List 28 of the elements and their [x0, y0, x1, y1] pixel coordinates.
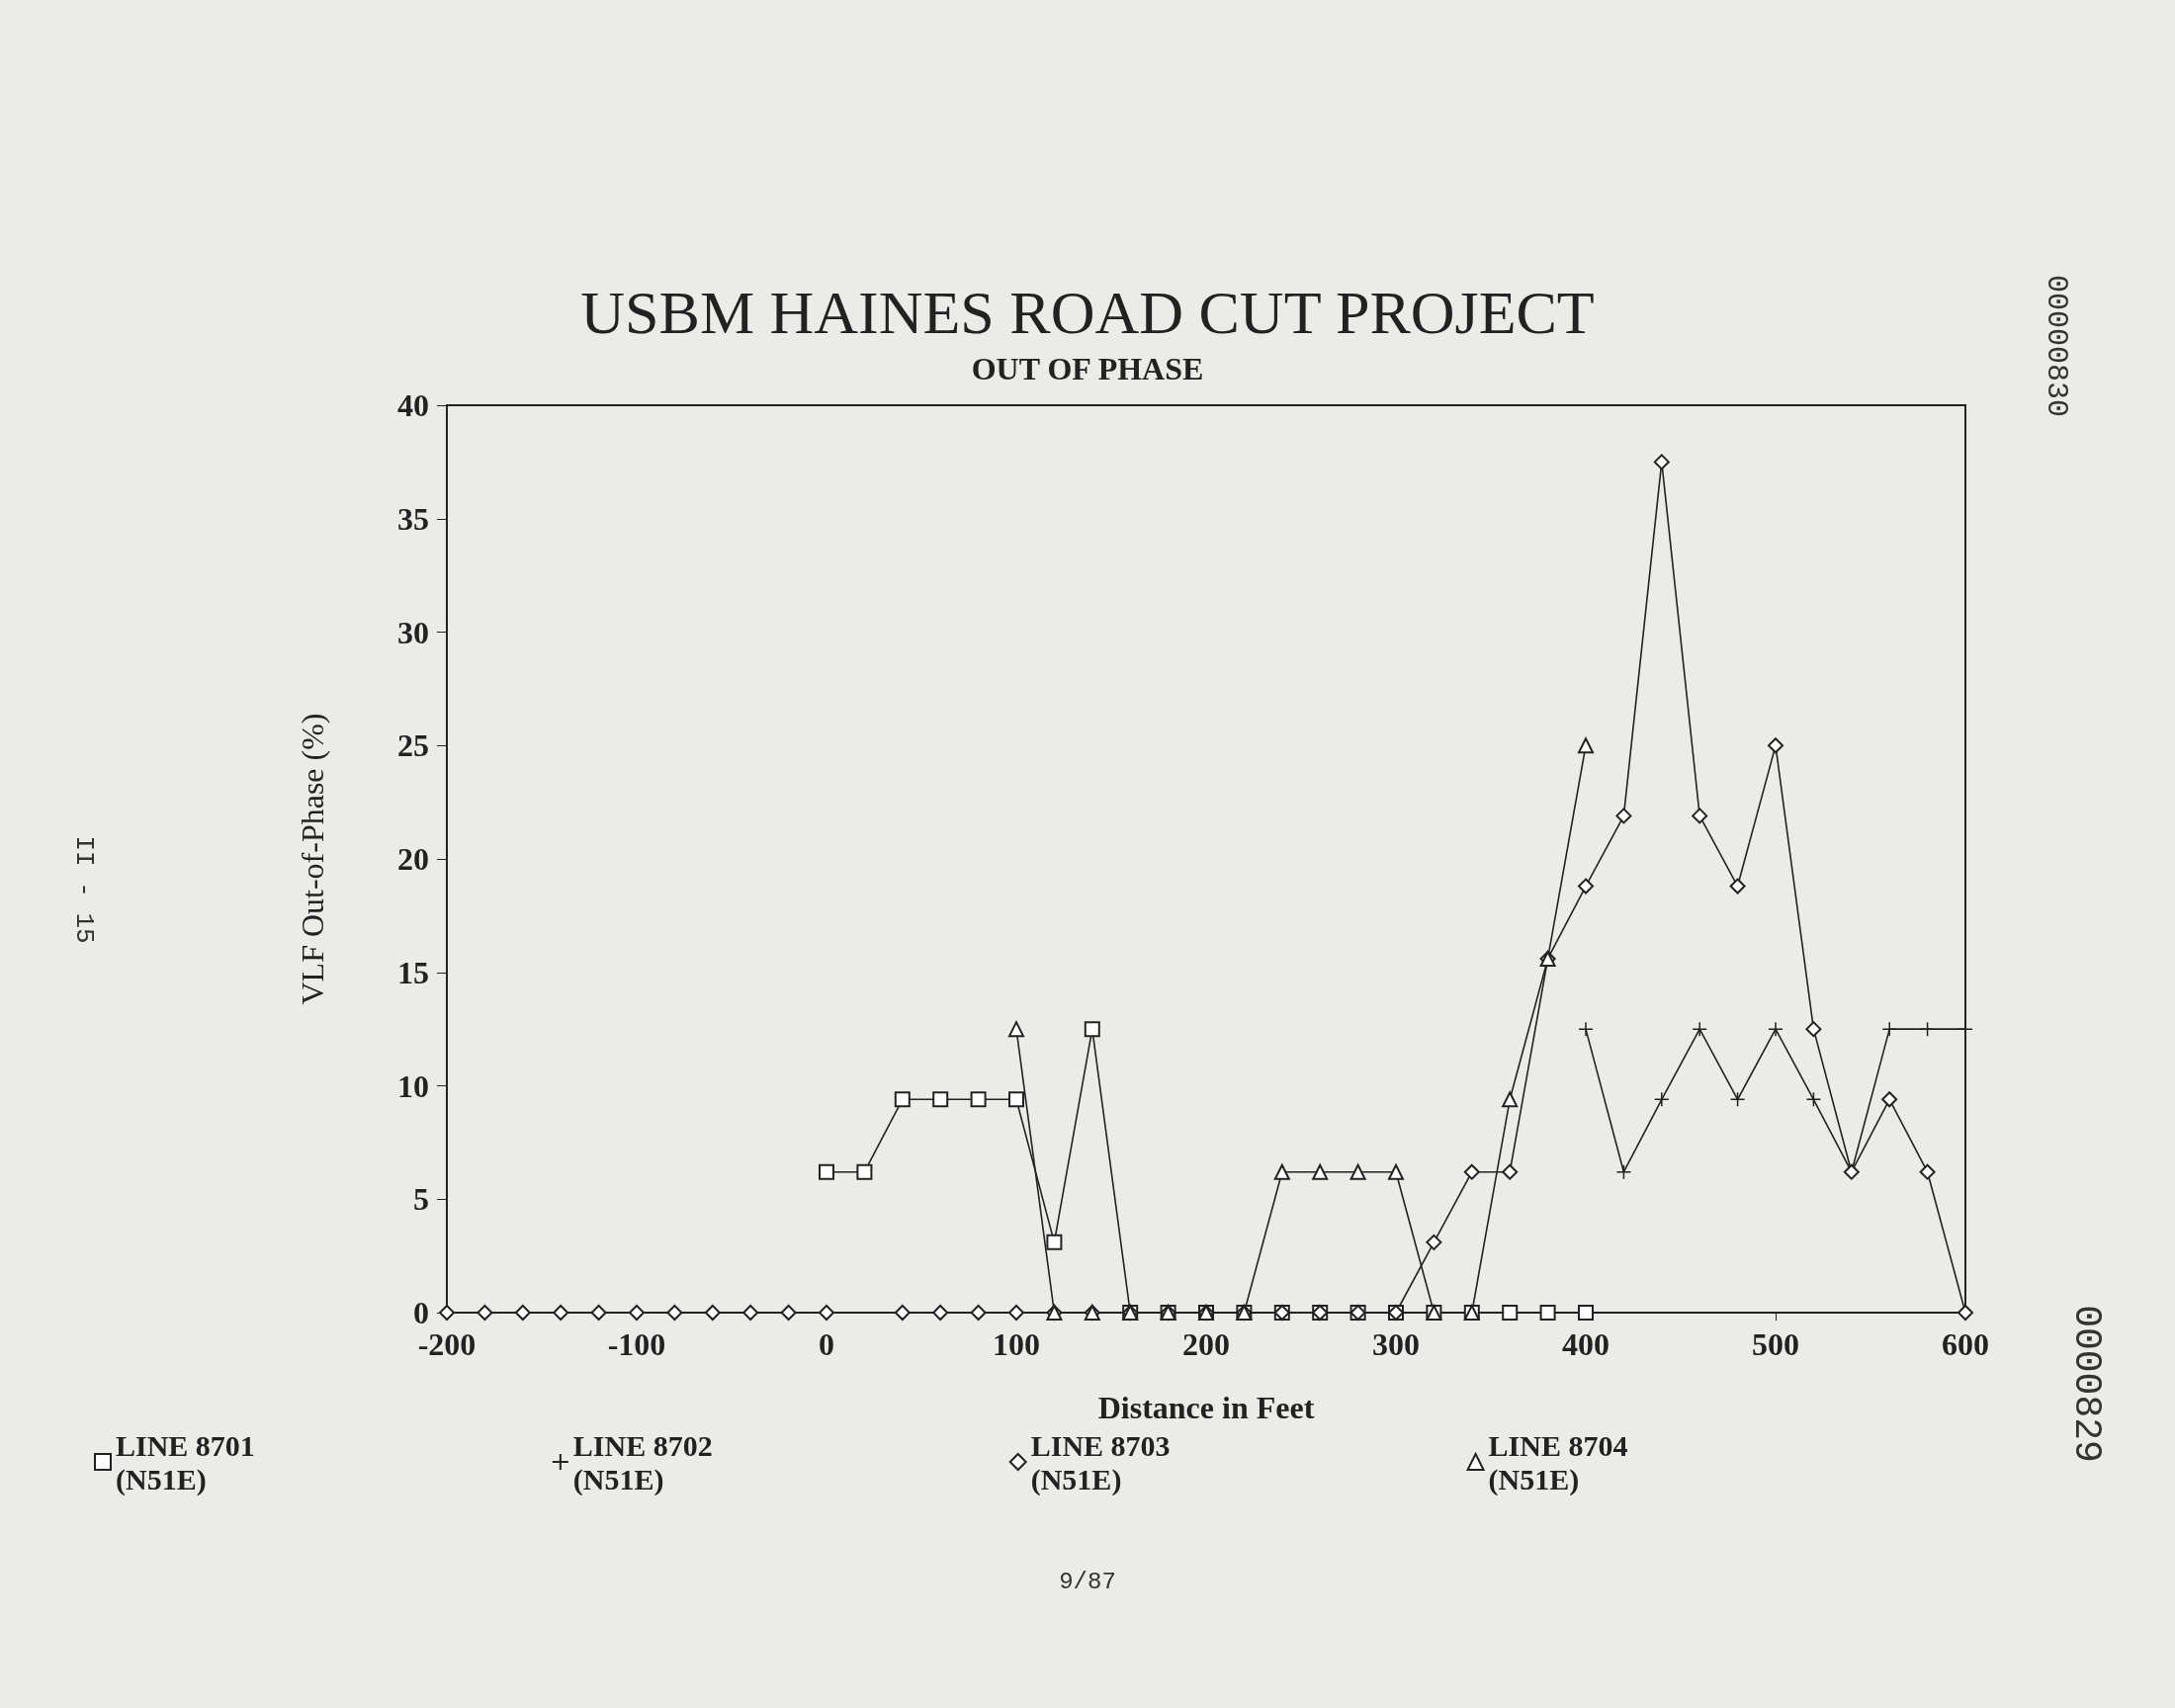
- x-tick-label: 100: [993, 1326, 1040, 1362]
- x-tick-label: 0: [819, 1326, 834, 1362]
- legend-label: LINE 8704 (N51E): [1488, 1428, 1628, 1496]
- y-tick-label: 10: [397, 1068, 429, 1104]
- text: 9/87: [1059, 1568, 1116, 1595]
- x-tick-label: 200: [1182, 1326, 1230, 1362]
- text: II - 15: [69, 835, 99, 944]
- y-tick-label: 30: [397, 614, 429, 650]
- x-tick-label: 300: [1372, 1326, 1420, 1362]
- x-tick-label: 500: [1752, 1326, 1799, 1362]
- y-tick-label: 40: [397, 387, 429, 423]
- y-tick-label: 15: [397, 954, 429, 990]
- legend-label: LINE 8702 (N51E): [572, 1428, 713, 1496]
- legend-label: LINE 8701 (N51E): [116, 1428, 255, 1496]
- y-tick-label: 5: [413, 1181, 429, 1218]
- legend-label: LINE 8703 (N51E): [1030, 1428, 1171, 1496]
- y-axis-title: VLF Out-of-Phase (%): [295, 713, 330, 1005]
- x-axis-title: Distance in Feet: [1097, 1390, 1315, 1425]
- chart-title: USBM HAINES ROAD CUT PROJECT: [580, 279, 1595, 346]
- x-tick-label: 400: [1562, 1326, 1610, 1362]
- x-tick-label: -100: [607, 1326, 666, 1362]
- x-tick-label: 600: [1942, 1326, 1989, 1362]
- y-tick-label: 20: [397, 841, 429, 877]
- text: 00000830: [2040, 274, 2073, 418]
- y-tick-label: 25: [397, 727, 429, 764]
- y-tick-label: 35: [397, 500, 429, 537]
- text: 0000829: [2064, 1305, 2108, 1463]
- chart-subtitle: OUT OF PHASE: [971, 351, 1204, 386]
